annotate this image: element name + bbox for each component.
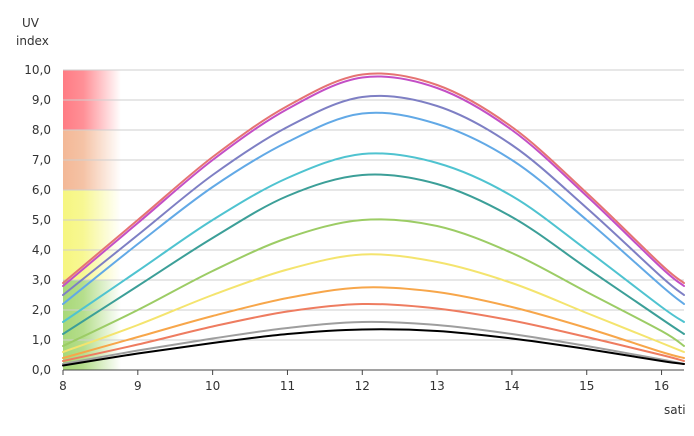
y-axis-label-line-1: UV xyxy=(22,16,40,30)
y-tick-label: 8,0 xyxy=(32,123,51,137)
axes xyxy=(62,369,684,375)
series-line-8 xyxy=(62,286,685,359)
y-tick-label: 10,0 xyxy=(24,63,51,77)
x-tick-label: 12 xyxy=(355,379,370,393)
y-tick-label: 1,0 xyxy=(32,333,51,347)
x-tick-label: 10 xyxy=(205,379,220,393)
y-tick-label: 2,0 xyxy=(32,303,51,317)
y-tick-label: 0,0 xyxy=(32,363,51,377)
x-tick-labels: 8 9 10 11 12 13 14 15 16 xyxy=(59,379,669,393)
x-axis-label: sati xyxy=(664,403,686,417)
x-tick-label: 8 xyxy=(59,379,67,393)
y-tick-label: 6,0 xyxy=(32,183,51,197)
series-line-9 xyxy=(62,302,685,362)
y-tick-label: 5,0 xyxy=(32,213,51,227)
series-line-6 xyxy=(62,218,685,347)
series-line-7 xyxy=(62,253,685,353)
series-line-5 xyxy=(62,173,685,335)
uv-band-1 xyxy=(63,190,121,280)
y-tick-label: 9,0 xyxy=(32,93,51,107)
y-tick-labels: 0,0 1,0 2,0 3,0 4,0 5,0 6,0 7,0 8,0 9,0 10,0 xyxy=(24,63,51,377)
x-tick-label: 16 xyxy=(654,379,669,393)
x-tick-label: 15 xyxy=(579,379,594,393)
y-tick-label: 4,0 xyxy=(32,243,51,257)
x-tick-label: 11 xyxy=(280,379,295,393)
x-tick-label: 14 xyxy=(504,379,519,393)
x-tick-label: 9 xyxy=(134,379,142,393)
series-line-4 xyxy=(62,152,685,323)
series-lines xyxy=(62,72,685,367)
series-line-1 xyxy=(62,75,685,287)
uv-bands xyxy=(63,70,121,370)
series-line-0 xyxy=(62,72,685,284)
x-tick-label: 13 xyxy=(429,379,444,393)
y-tick-label: 7,0 xyxy=(32,153,51,167)
series-line-11 xyxy=(62,328,685,367)
y-axis-label-line-2: index xyxy=(16,34,49,48)
y-tick-label: 3,0 xyxy=(32,273,51,287)
series-line-10 xyxy=(62,320,685,365)
series-line-2 xyxy=(62,94,685,296)
series-line-3 xyxy=(62,111,685,305)
